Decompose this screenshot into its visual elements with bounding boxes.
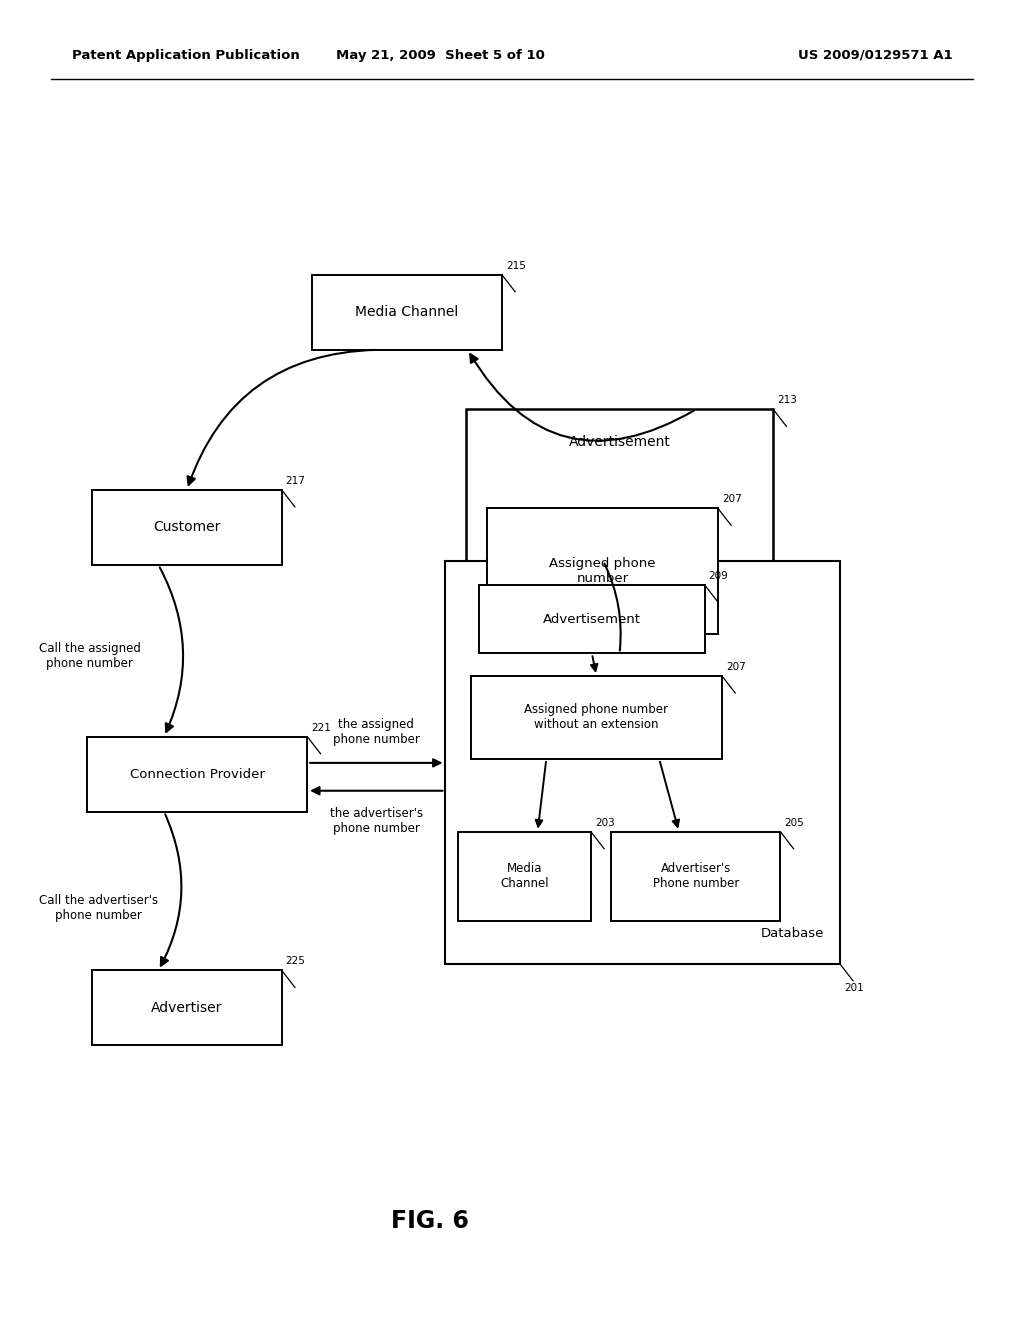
FancyBboxPatch shape	[458, 832, 591, 921]
Text: 207: 207	[722, 494, 741, 504]
FancyBboxPatch shape	[487, 508, 718, 634]
Text: Advertiser's
Phone number: Advertiser's Phone number	[652, 862, 739, 891]
FancyBboxPatch shape	[479, 585, 705, 653]
Text: Advertisement: Advertisement	[543, 612, 641, 626]
Text: Connection Provider: Connection Provider	[130, 768, 264, 780]
FancyBboxPatch shape	[312, 275, 502, 350]
Text: 207: 207	[726, 661, 745, 672]
Text: Call the advertiser's
phone number: Call the advertiser's phone number	[39, 894, 158, 923]
Text: 221: 221	[311, 722, 331, 733]
FancyBboxPatch shape	[471, 676, 722, 759]
FancyBboxPatch shape	[87, 737, 307, 812]
Text: Assigned phone
number: Assigned phone number	[549, 557, 656, 585]
Text: FIG. 6: FIG. 6	[391, 1209, 469, 1233]
Text: 217: 217	[286, 475, 305, 486]
Text: 209: 209	[709, 570, 728, 581]
Text: the advertiser's
phone number: the advertiser's phone number	[330, 807, 423, 834]
FancyBboxPatch shape	[445, 561, 840, 964]
FancyBboxPatch shape	[92, 970, 282, 1045]
Text: Media
Channel: Media Channel	[500, 862, 549, 891]
FancyBboxPatch shape	[466, 409, 773, 653]
Text: 203: 203	[595, 817, 614, 828]
Text: 225: 225	[286, 956, 305, 966]
Text: Patent Application Publication: Patent Application Publication	[72, 49, 299, 62]
Text: May 21, 2009  Sheet 5 of 10: May 21, 2009 Sheet 5 of 10	[336, 49, 545, 62]
Text: Assigned phone number
without an extension: Assigned phone number without an extensi…	[524, 704, 669, 731]
Text: 201: 201	[844, 983, 863, 994]
Text: Advertiser: Advertiser	[152, 1001, 222, 1015]
Text: the assigned
phone number: the assigned phone number	[333, 718, 420, 746]
Text: Database: Database	[761, 927, 824, 940]
Text: Advertisement: Advertisement	[568, 436, 671, 449]
Text: 205: 205	[784, 817, 804, 828]
Text: Customer: Customer	[154, 520, 220, 535]
Text: 215: 215	[506, 260, 525, 271]
Text: 213: 213	[777, 395, 797, 405]
Text: Media Channel: Media Channel	[355, 305, 459, 319]
FancyBboxPatch shape	[92, 490, 282, 565]
Text: US 2009/0129571 A1: US 2009/0129571 A1	[798, 49, 952, 62]
FancyBboxPatch shape	[611, 832, 780, 921]
Text: Call the assigned
phone number: Call the assigned phone number	[39, 642, 140, 671]
